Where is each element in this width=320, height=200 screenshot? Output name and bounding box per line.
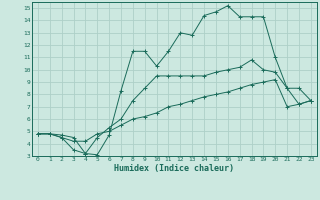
X-axis label: Humidex (Indice chaleur): Humidex (Indice chaleur) [115,164,234,173]
